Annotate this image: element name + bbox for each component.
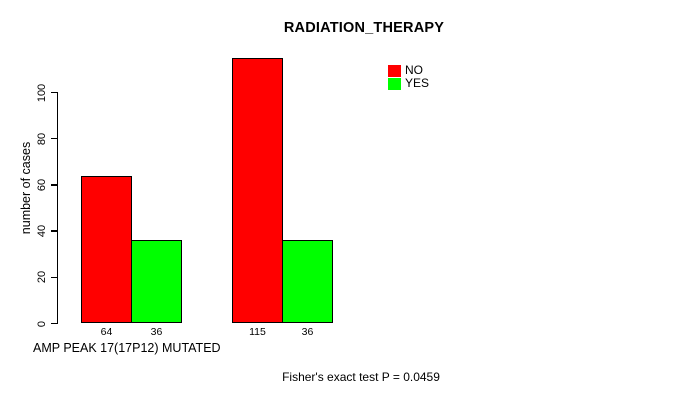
bar-no-group1 <box>81 175 132 324</box>
legend-label: NO <box>405 63 423 77</box>
bar-yes-group1 <box>131 240 182 324</box>
bar-value-label: 64 <box>100 326 113 338</box>
legend-swatch-no <box>388 64 401 77</box>
legend-item-yes: YES <box>388 77 429 90</box>
bar-yes-group2 <box>282 240 333 324</box>
fishers-test-footnote: Fisher's exact test P = 0.0459 <box>282 370 440 384</box>
bar-value-label: 115 <box>249 326 266 338</box>
y-axis-tick <box>51 322 58 325</box>
bar-no-group2 <box>232 57 283 324</box>
chart-title: RADIATION_THERAPY <box>283 20 445 36</box>
y-axis-tick-label: 80 <box>36 132 48 145</box>
y-axis-tick-label: 100 <box>36 83 48 102</box>
y-axis-tick <box>51 138 58 140</box>
y-axis-tick-label: 40 <box>36 224 48 238</box>
y-axis-tick <box>51 230 58 232</box>
y-axis-tick-label: 0 <box>36 320 48 327</box>
y-axis-tick <box>51 91 58 94</box>
x-axis-label: AMP PEAK 17(17P12) MUTATED <box>33 341 221 355</box>
bar-value-label: 36 <box>150 326 163 338</box>
y-axis-tick-label: 20 <box>36 271 48 284</box>
legend-item-no: NO <box>388 64 429 77</box>
bar-value-label: 36 <box>301 326 314 338</box>
y-axis-line <box>57 92 59 324</box>
legend-swatch-yes <box>388 77 401 90</box>
legend: NO YES <box>388 64 429 90</box>
y-axis-label: number of cases <box>19 141 33 235</box>
legend-label: YES <box>405 76 430 90</box>
y-axis-tick-label: 60 <box>36 178 48 192</box>
y-axis-tick <box>51 276 58 278</box>
y-axis-tick <box>51 184 58 186</box>
